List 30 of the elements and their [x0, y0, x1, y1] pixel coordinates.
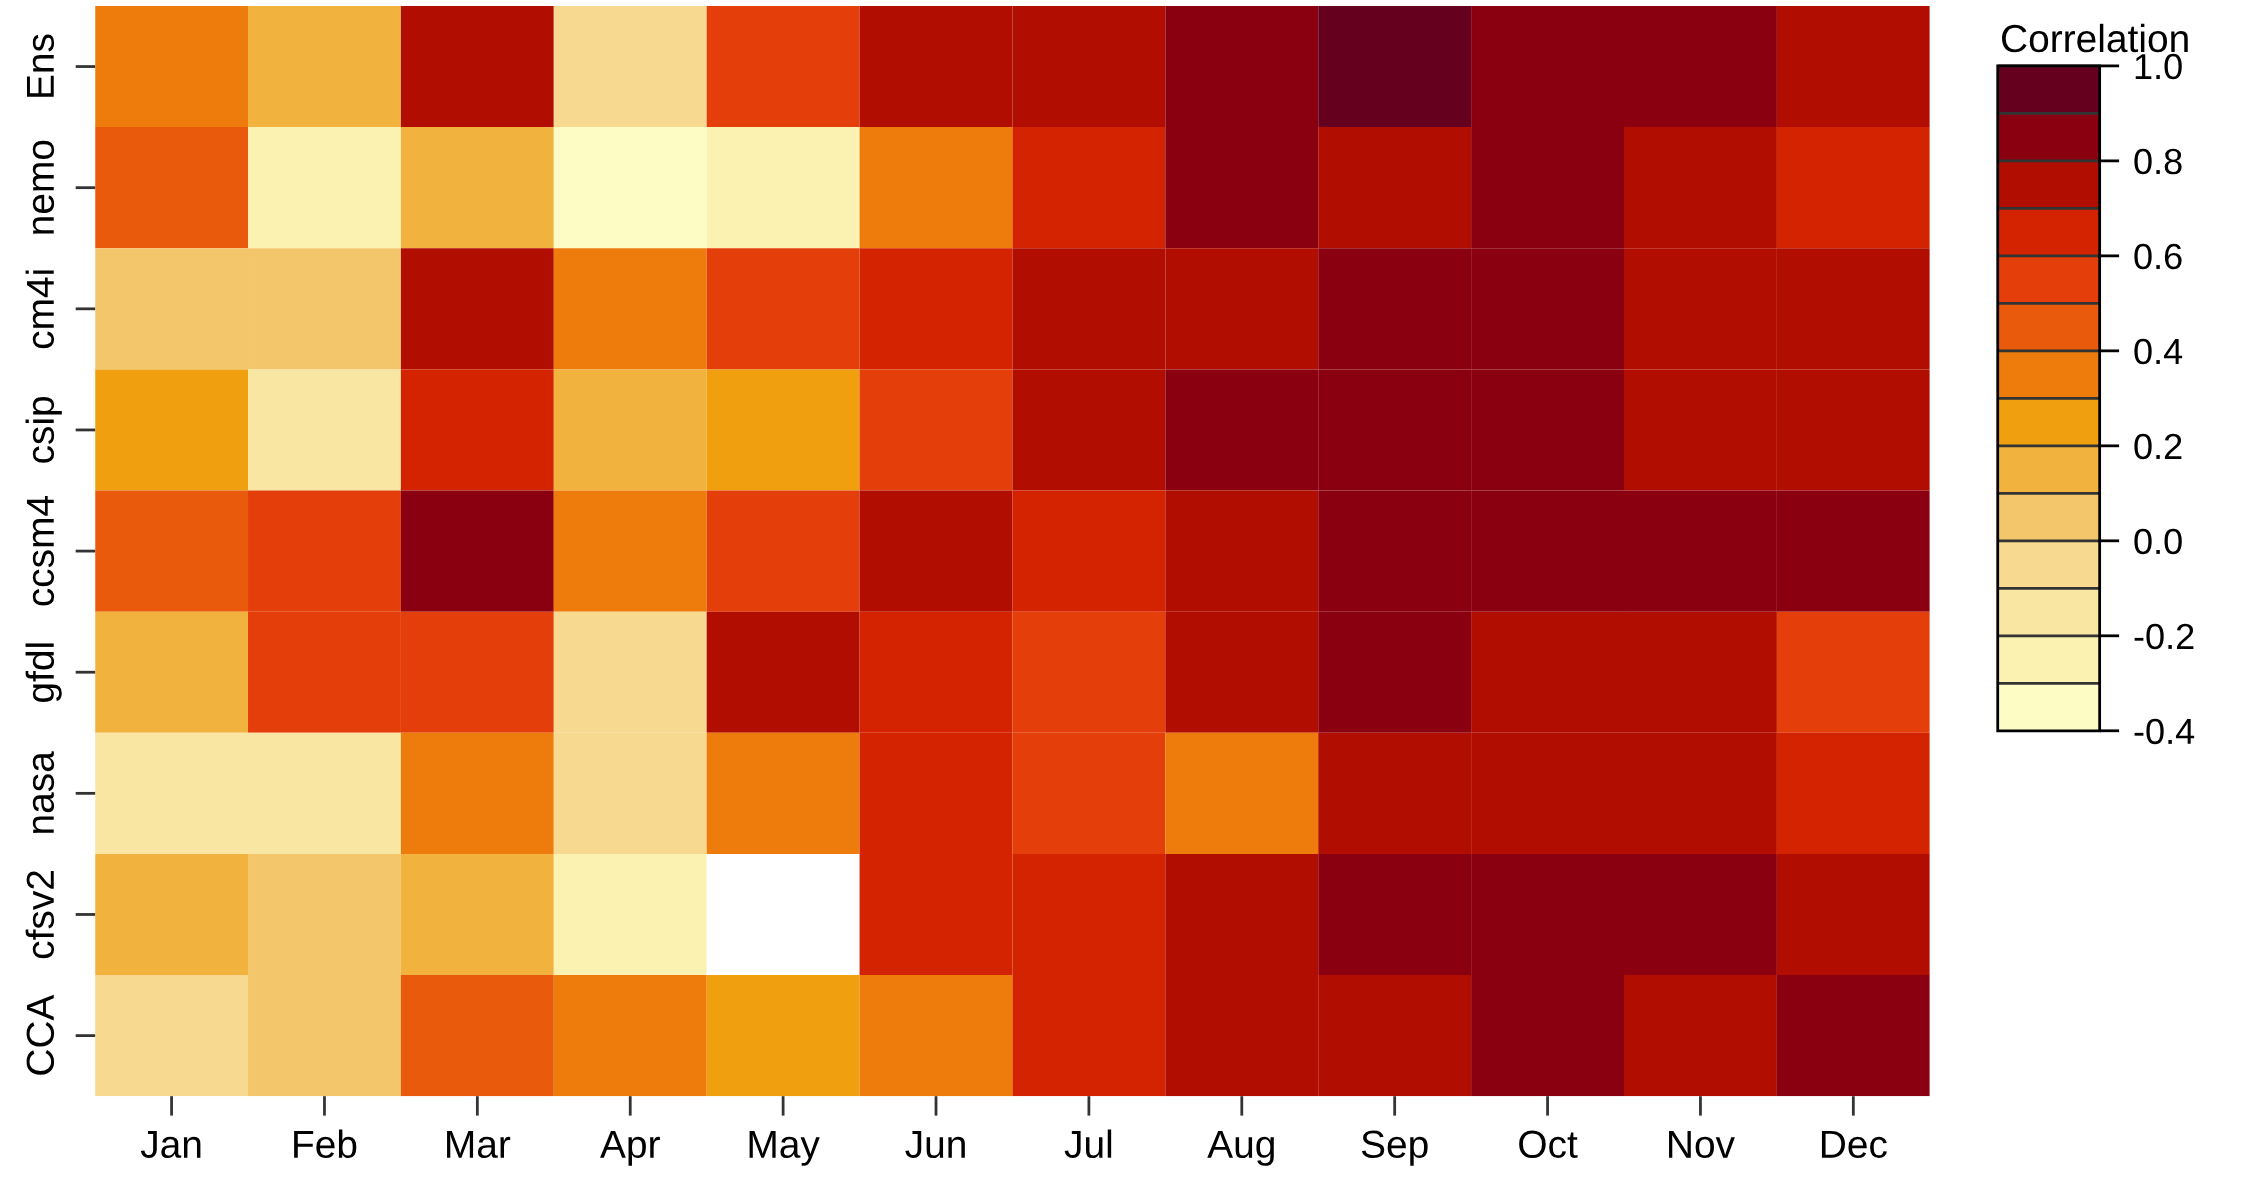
color-bar-label: -0.2: [2134, 623, 2194, 650]
y-tick-label: cfsv2: [25, 871, 55, 959]
y-tick-label: CCA: [26, 994, 55, 1075]
color-bar-title: Correlation: [2002, 23, 2188, 53]
x-tick-label: Feb: [294, 1129, 357, 1159]
color-bar-label: -0.4: [2134, 718, 2195, 745]
color-bar-label: 0.8: [2134, 148, 2182, 175]
color-bar-label: 0.0: [2134, 528, 2182, 555]
x-tick-label: Dec: [1821, 1130, 1887, 1159]
x-tick-label: Mar: [447, 1130, 511, 1159]
y-tick-label: gfdl: [25, 643, 62, 702]
x-tick-label: Oct: [1519, 1130, 1578, 1159]
x-tick-label: Nov: [1669, 1130, 1735, 1159]
y-tick-label: csip: [25, 397, 62, 463]
x-tick-label: Sep: [1361, 1130, 1428, 1166]
x-tick-label: May: [749, 1130, 820, 1166]
color-bar-label: 1.0: [2135, 53, 2182, 80]
y-tick-label: nasa: [32, 751, 55, 833]
x-tick-label: Aug: [1207, 1130, 1274, 1166]
y-tick-label: ccsm4: [26, 496, 55, 606]
x-tick-label: Jun: [905, 1130, 965, 1159]
x-tick-label: Apr: [600, 1130, 660, 1166]
color-bar-label: 0.2: [2134, 433, 2182, 460]
y-tick-label: Ens: [26, 34, 55, 97]
color-bar-label: 0.4: [2134, 338, 2183, 365]
y-tick-label: cm4i: [25, 270, 55, 349]
color-bar-label: 0.6: [2134, 243, 2182, 270]
x-tick-label: Jul: [1064, 1129, 1112, 1159]
x-tick-label: Jan: [140, 1130, 201, 1159]
y-tick-label: nemo: [32, 140, 55, 234]
